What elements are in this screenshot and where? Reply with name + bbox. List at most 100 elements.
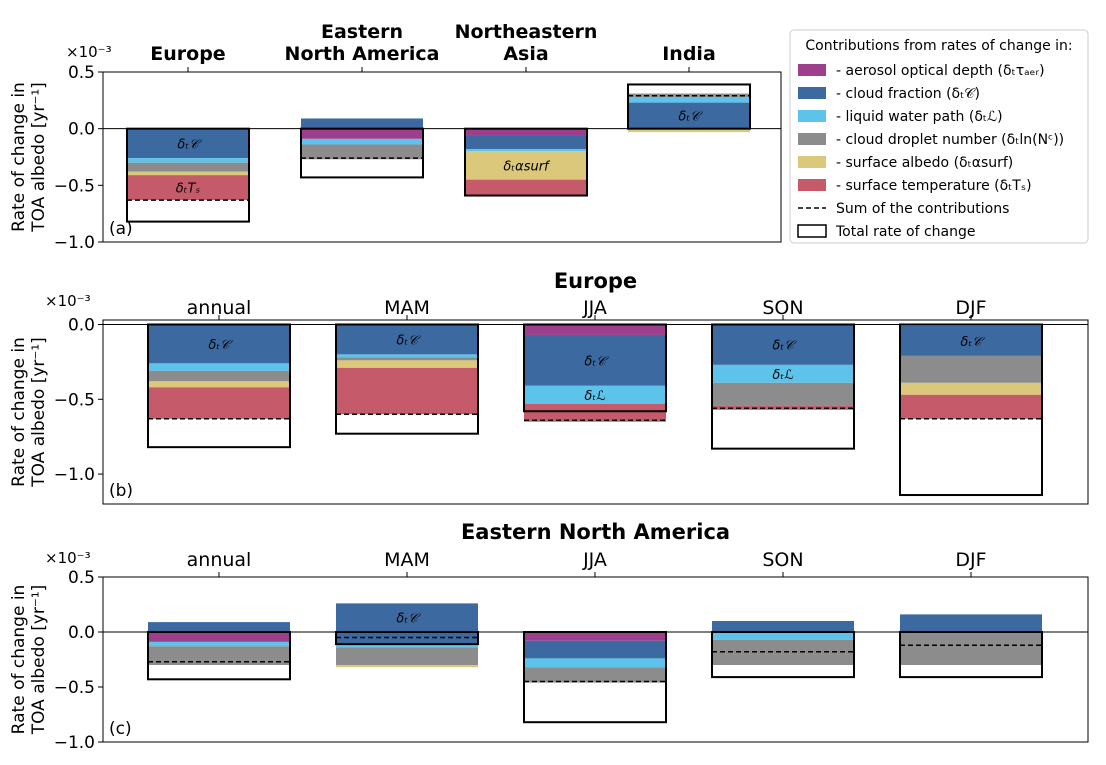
bar-segment-aerosol xyxy=(465,128,587,136)
segment-label: δₜ𝒞 xyxy=(396,612,421,627)
panel-label: (a) xyxy=(109,219,133,239)
y-axis-label-line1: Rate of change in xyxy=(9,337,29,487)
legend-item: - cloud droplet number (δₜln(Nᶜ)) xyxy=(798,132,1064,148)
bar-segment-lwp xyxy=(336,354,478,358)
bar-segment-lwp xyxy=(148,363,290,371)
bar-segment-albedo xyxy=(628,128,750,133)
bar-group xyxy=(147,622,291,681)
y-tick-label: −0.5 xyxy=(54,390,95,410)
bar-group: δₜ𝒞 xyxy=(627,83,751,133)
legend-swatch xyxy=(798,64,826,76)
bar-group: δₜ𝒞 δₜℒ xyxy=(711,323,855,450)
panel-label: (b) xyxy=(109,481,133,501)
category-label: MAM xyxy=(384,549,430,571)
bar-segment-cloud-fraction xyxy=(127,128,249,159)
bar-segment-cloud-fraction xyxy=(148,324,290,364)
bar-segment-albedo xyxy=(900,382,1042,395)
legend-box xyxy=(797,224,827,238)
bar-segment-albedo xyxy=(127,171,249,176)
y-axis-label: Rate of change in TOA albedo [yr⁻¹] xyxy=(9,337,49,488)
y-axis-label: Rate of change in TOA albedo [yr⁻¹] xyxy=(9,585,49,736)
axes-frame xyxy=(102,71,782,243)
legend-swatch xyxy=(798,156,826,168)
y-axis-label-line1: Rate of change in xyxy=(9,585,29,735)
legend-item: - aerosol optical depth (δₜτₐₑᵣ) xyxy=(798,63,1045,79)
category-label: MAM xyxy=(384,297,430,319)
legend-item: - surface albedo (δₜαsurf) xyxy=(798,155,1013,171)
chart-panel-0: 0.5 0.0 −0.5 −1.0 ×10⁻³ Rate of change in TOA … xyxy=(9,21,782,253)
legend-label: Total rate of change xyxy=(835,224,976,240)
chart-panel-2: 0.5 0.0 −0.5 −1.0 ×10⁻³ Rate of change in TOA … xyxy=(9,520,1089,753)
legend-frame xyxy=(789,29,1089,244)
panel-title: Eastern North America xyxy=(461,520,730,544)
category-label: JJA xyxy=(582,297,607,319)
bar-segment-aerosol xyxy=(301,128,423,139)
bar-group: δₜ𝒞 xyxy=(335,323,479,435)
bar-group: δₜ𝒞 δₜTₛ xyxy=(126,127,250,223)
bar-segment-lwp xyxy=(148,641,290,647)
bar-segment-droplet xyxy=(712,639,854,665)
segment-label: δₜ𝒞 xyxy=(396,333,421,348)
bar-group: δₜ𝒞 xyxy=(335,603,479,668)
bar-segment-temperature xyxy=(336,367,478,415)
segment-label: δₜ𝒞 xyxy=(177,137,202,152)
bar-segment-lwp xyxy=(524,658,666,668)
total-box xyxy=(335,323,479,435)
bar-segment-lwp xyxy=(524,385,666,404)
legend-label: Sum of the contributions xyxy=(836,201,1009,217)
y-axis-label: Rate of change in TOA albedo [yr⁻¹] xyxy=(9,82,49,233)
scale-label: ×10⁻³ xyxy=(45,549,91,567)
bar-segment-lwp xyxy=(712,364,854,383)
y-tick-label: 0.0 xyxy=(68,120,95,140)
panel-label: (c) xyxy=(109,719,132,739)
total-box xyxy=(523,631,667,724)
bar-segment-albedo xyxy=(336,360,478,368)
total-box xyxy=(899,631,1043,679)
segment-label: δₜ𝒞 xyxy=(208,338,233,353)
total-box xyxy=(300,127,424,179)
bar-segment-cloud-fraction xyxy=(336,632,478,643)
legend-label: - surface temperature (δₜTₛ) xyxy=(836,178,1032,194)
bar-segment-temperature xyxy=(712,405,854,410)
category-label: annual xyxy=(187,297,252,319)
legend-label: - cloud fraction (δₜ𝒞) xyxy=(836,86,980,102)
bar-segment-droplet xyxy=(336,647,478,665)
total-box xyxy=(523,323,667,413)
bar-segment-lwp xyxy=(628,96,750,103)
segment-label: δₜTₛ xyxy=(176,182,201,197)
bar-segment-lwp xyxy=(127,158,249,163)
bar-group xyxy=(523,631,667,724)
bar-segment-cloud-fraction xyxy=(628,102,750,129)
bar-segment-temperature xyxy=(127,175,249,201)
bar-segment-albedo xyxy=(148,381,290,388)
bar-group: δₜ𝒞 δₜℒ xyxy=(523,323,667,422)
legend-item: Total rate of change xyxy=(797,224,976,240)
bar-segment-cloud-fraction xyxy=(524,334,666,386)
bar-segment-cloud-fraction xyxy=(900,325,1042,356)
legend-label: - cloud droplet number (δₜln(Nᶜ)) xyxy=(836,132,1064,148)
bar-segment-droplet xyxy=(900,355,1042,383)
bar-segment-albedo xyxy=(336,665,478,668)
bar-group xyxy=(300,118,424,179)
legend-item: - liquid water path (δₜℒ) xyxy=(798,109,1003,125)
category-label: DJF xyxy=(955,297,986,319)
total-box xyxy=(147,323,291,449)
bar-segment-temperature xyxy=(465,179,587,196)
bar-segment-cloud-fraction xyxy=(524,640,666,659)
bar-segment-lwp xyxy=(301,138,423,145)
chart-panel-1: 0.0 −0.5 −1.0 ×10⁻³ Rate of change in TOA alb… xyxy=(9,269,1089,505)
category-label: JJA xyxy=(582,549,607,571)
segment-label: δₜℒ xyxy=(584,389,605,404)
bar-segment-droplet xyxy=(336,357,478,361)
scale-label: ×10⁻³ xyxy=(45,292,91,310)
bar-segment-droplet xyxy=(900,632,1042,665)
segment-label: δₜ𝒞 xyxy=(678,110,703,125)
bar-group: δₜαsurf xyxy=(464,127,588,197)
bar-segment-cloud-fraction xyxy=(301,118,423,129)
total-box xyxy=(627,83,751,130)
bar-group: δₜ𝒞 xyxy=(147,323,291,449)
bar-segment-albedo xyxy=(465,151,587,180)
bar-segment-droplet xyxy=(127,162,249,172)
total-box xyxy=(126,127,250,223)
